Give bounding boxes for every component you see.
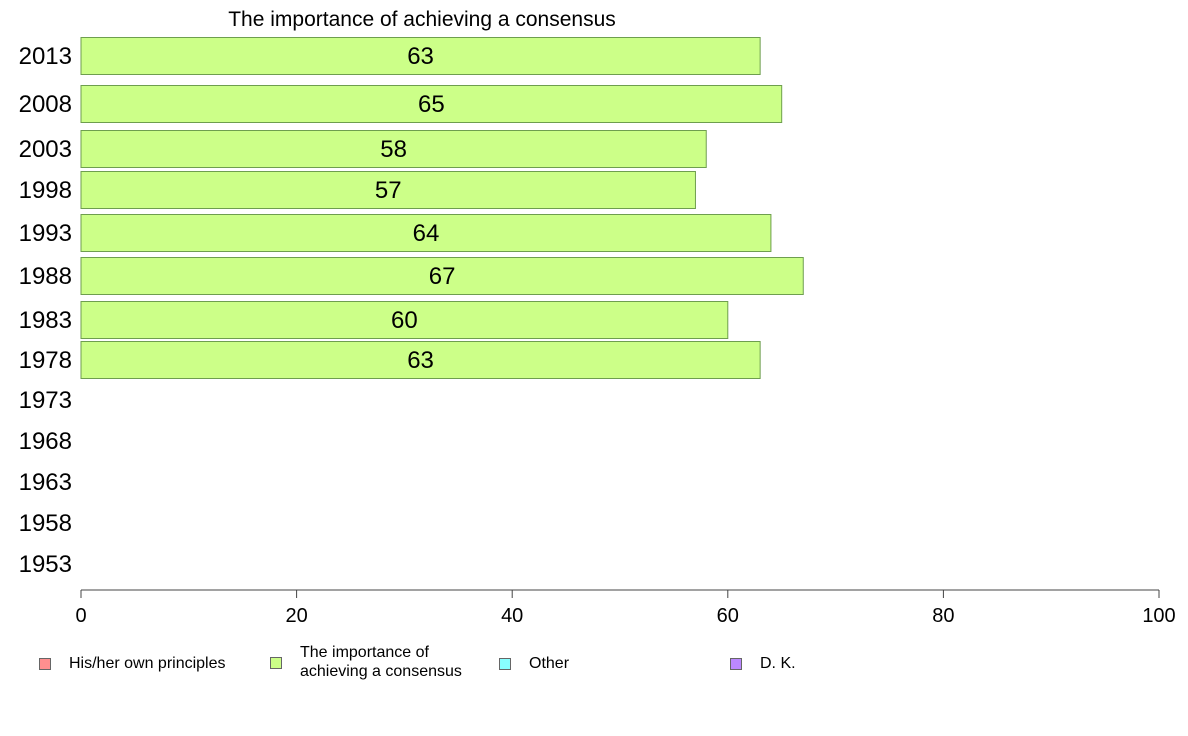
- data-label: 63: [407, 43, 434, 70]
- x-axis-ticks: 0 20 40 60 80 100: [75, 590, 1176, 627]
- bar: [80, 130, 707, 168]
- y-tick-label: 2003: [19, 136, 72, 163]
- legend-item-own-principles: His/her own principles: [39, 654, 226, 673]
- legend-item-consensus: The importance of achieving a consensus: [270, 643, 462, 681]
- legend-swatch: [270, 657, 282, 669]
- y-tick-label: 1953: [19, 551, 72, 578]
- y-tick-label: 1983: [19, 307, 72, 334]
- legend-swatch: [730, 658, 742, 670]
- legend-item-other: Other: [499, 654, 569, 673]
- data-label: 60: [391, 307, 418, 334]
- bar: [80, 214, 772, 252]
- bars-group: 63 65 58 57 64 67 60 63: [80, 37, 804, 379]
- legend-label: D. K.: [760, 655, 796, 672]
- y-tick-label: 1978: [19, 347, 72, 374]
- legend-label: His/her own principles: [69, 655, 226, 672]
- y-tick-label: 1988: [19, 263, 72, 290]
- y-tick-label: 1963: [19, 469, 72, 496]
- legend-item-dk: D. K.: [730, 654, 796, 673]
- data-label: 67: [429, 263, 456, 290]
- y-tick-label: 1973: [19, 387, 72, 414]
- bar: [80, 301, 729, 339]
- x-tick-label: 0: [75, 605, 86, 627]
- x-tick-label: 60: [717, 605, 739, 627]
- x-tick-label: 20: [285, 605, 307, 627]
- bar: [80, 257, 804, 295]
- legend-swatch: [39, 658, 51, 670]
- legend-label: Other: [529, 655, 570, 672]
- y-tick-label: 1998: [19, 177, 72, 204]
- bar: [80, 37, 761, 75]
- legend: His/her own principles The importance of…: [0, 640, 1188, 690]
- bar: [80, 85, 783, 123]
- bar-chart: The importance of achieving a consensus …: [19, 8, 1176, 627]
- data-label: 65: [418, 91, 445, 118]
- legend-swatch: [499, 658, 511, 670]
- data-label: 63: [407, 347, 434, 374]
- chart-title: The importance of achieving a consensus: [228, 8, 616, 31]
- data-label: 58: [380, 136, 407, 163]
- data-label: 64: [413, 220, 440, 247]
- x-tick-label: 80: [932, 605, 954, 627]
- y-tick-label: 1968: [19, 428, 72, 455]
- y-tick-label: 1958: [19, 510, 72, 537]
- bar: [80, 341, 761, 379]
- x-tick-label: 40: [501, 605, 523, 627]
- y-tick-label: 2008: [19, 91, 72, 118]
- y-tick-label: 2013: [19, 43, 72, 70]
- data-label: 57: [375, 177, 402, 204]
- x-tick-label: 100: [1142, 605, 1175, 627]
- legend-label: The importance of achieving a consensus: [300, 644, 462, 680]
- y-axis-labels: 2013 2008 2003 1998 1993 1988 1983 1978 1973 1968…: [19, 43, 72, 578]
- y-tick-label: 1993: [19, 220, 72, 247]
- bar: [80, 171, 696, 209]
